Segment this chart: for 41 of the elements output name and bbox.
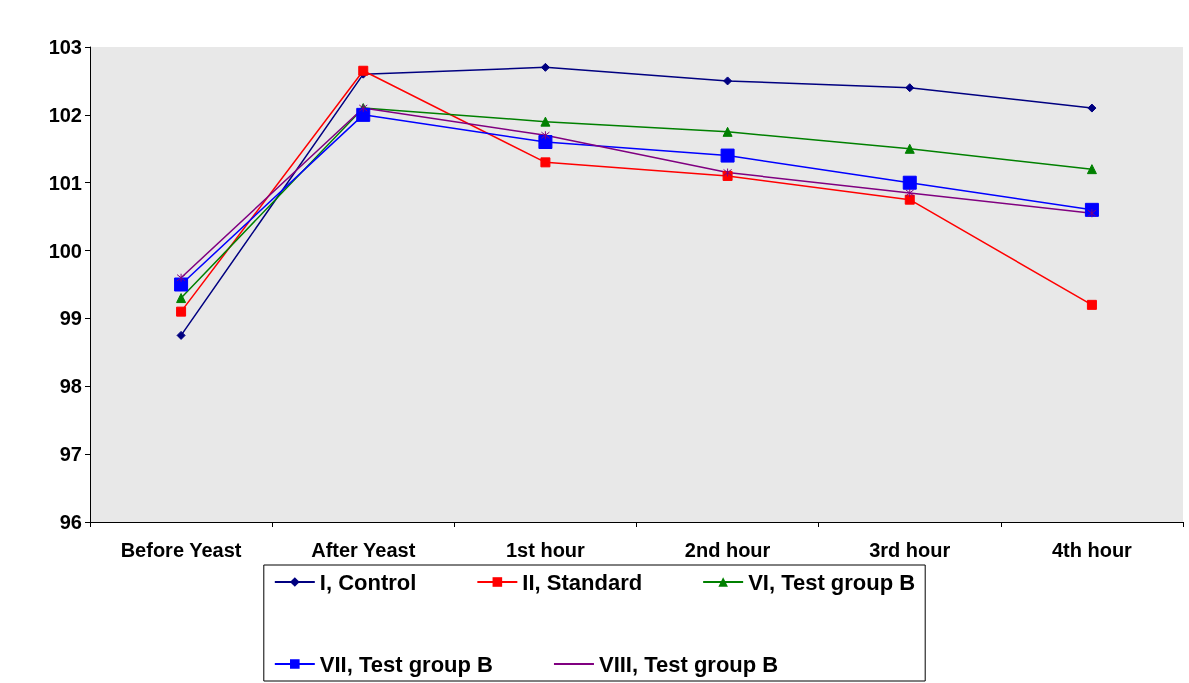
x-tick-label: 1st hour (505, 539, 586, 561)
legend-label: VII, Test group B (319, 651, 493, 677)
y-tick-label: 99 (59, 307, 82, 330)
legend-label: VI, Test group B (748, 569, 916, 595)
x-tick-label: After Yeast (311, 539, 416, 561)
y-tick-label: 97 (59, 443, 82, 466)
point (902, 175, 917, 190)
point (538, 135, 553, 149)
legend-label: I, Control (319, 569, 417, 595)
y-tick-label: 102 (48, 103, 82, 126)
point (904, 194, 915, 205)
point (176, 273, 186, 283)
point (723, 76, 733, 86)
point (905, 83, 915, 93)
y-tick-label: 98 (59, 375, 82, 398)
point (356, 107, 371, 122)
x-tick-label: 4th hour (1051, 539, 1133, 561)
point (176, 293, 187, 304)
point (1086, 299, 1097, 310)
y-tick-label: 103 (48, 36, 82, 58)
x-tick-label: 2nd hour (684, 539, 771, 561)
point (540, 157, 551, 168)
point (358, 65, 369, 76)
point (1086, 164, 1097, 175)
legend-label: VIII, Test group B (598, 651, 779, 677)
point (176, 306, 187, 317)
y-tick-label: 101 (48, 171, 82, 194)
point (905, 188, 915, 198)
point (904, 143, 915, 154)
point (540, 62, 550, 72)
point (722, 126, 733, 137)
point (720, 148, 735, 163)
point (1087, 103, 1097, 113)
legend-label: II, Standard (522, 569, 643, 595)
y-tick-label: 96 (59, 511, 82, 533)
point (176, 330, 186, 340)
y-tick-label: 100 (48, 239, 82, 262)
point (540, 130, 550, 140)
point (540, 116, 551, 127)
x-tick-label: 3rd hour (869, 539, 951, 561)
x-tick-label: Before Yeast (120, 539, 242, 561)
